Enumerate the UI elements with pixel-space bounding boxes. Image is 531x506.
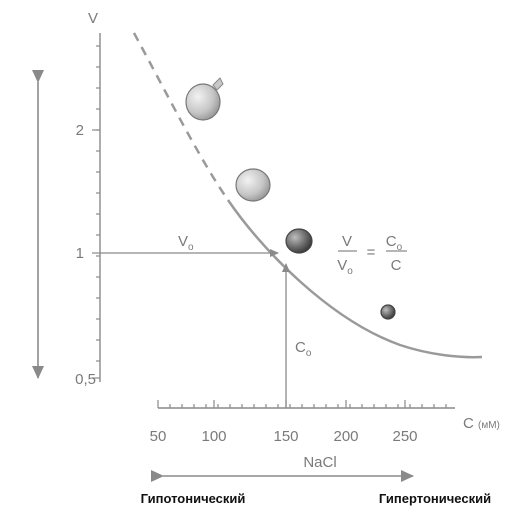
eq-denominator-left: Vo [337, 257, 353, 277]
eq-numerator-right: Co [386, 233, 403, 253]
cell-normal [285, 228, 313, 254]
hypotonic-label: Гипотонический [141, 491, 246, 506]
cell-swollen-burst [185, 77, 224, 121]
x-axis-unit: (мМ) [478, 420, 500, 431]
curve-dashed-segment [132, 32, 230, 201]
x-tick-label-200: 200 [333, 428, 358, 445]
cell-shrunken [380, 304, 396, 320]
y-tick-label-2: 2 [76, 122, 84, 139]
x-tick-label-150: 150 [273, 428, 298, 445]
x-axis-minor-ticks [169, 404, 447, 408]
eq-equals: = [367, 244, 376, 261]
x-tick-label-250: 250 [392, 428, 417, 445]
x-axis-label: C [463, 415, 474, 432]
nacl-label: NaCl [303, 454, 336, 471]
eq-denominator-right: C [391, 257, 402, 274]
y-tick-label-1: 1 [76, 245, 84, 262]
y-axis-label: V [88, 10, 98, 27]
x-tick-label-100: 100 [201, 428, 226, 445]
eq-numerator-left: V [342, 233, 352, 250]
c0-label: Co [295, 339, 312, 359]
cell-swollen [235, 168, 271, 202]
curve-solid-segment [226, 199, 483, 359]
equation: V Vo = Co C [337, 233, 407, 277]
y-tick-label-0-5: 0,5 [75, 371, 96, 388]
x-tick-label-50: 50 [150, 428, 167, 445]
hypertonic-label: Гипертонический [379, 491, 491, 506]
v0-label: Vo [178, 233, 194, 253]
